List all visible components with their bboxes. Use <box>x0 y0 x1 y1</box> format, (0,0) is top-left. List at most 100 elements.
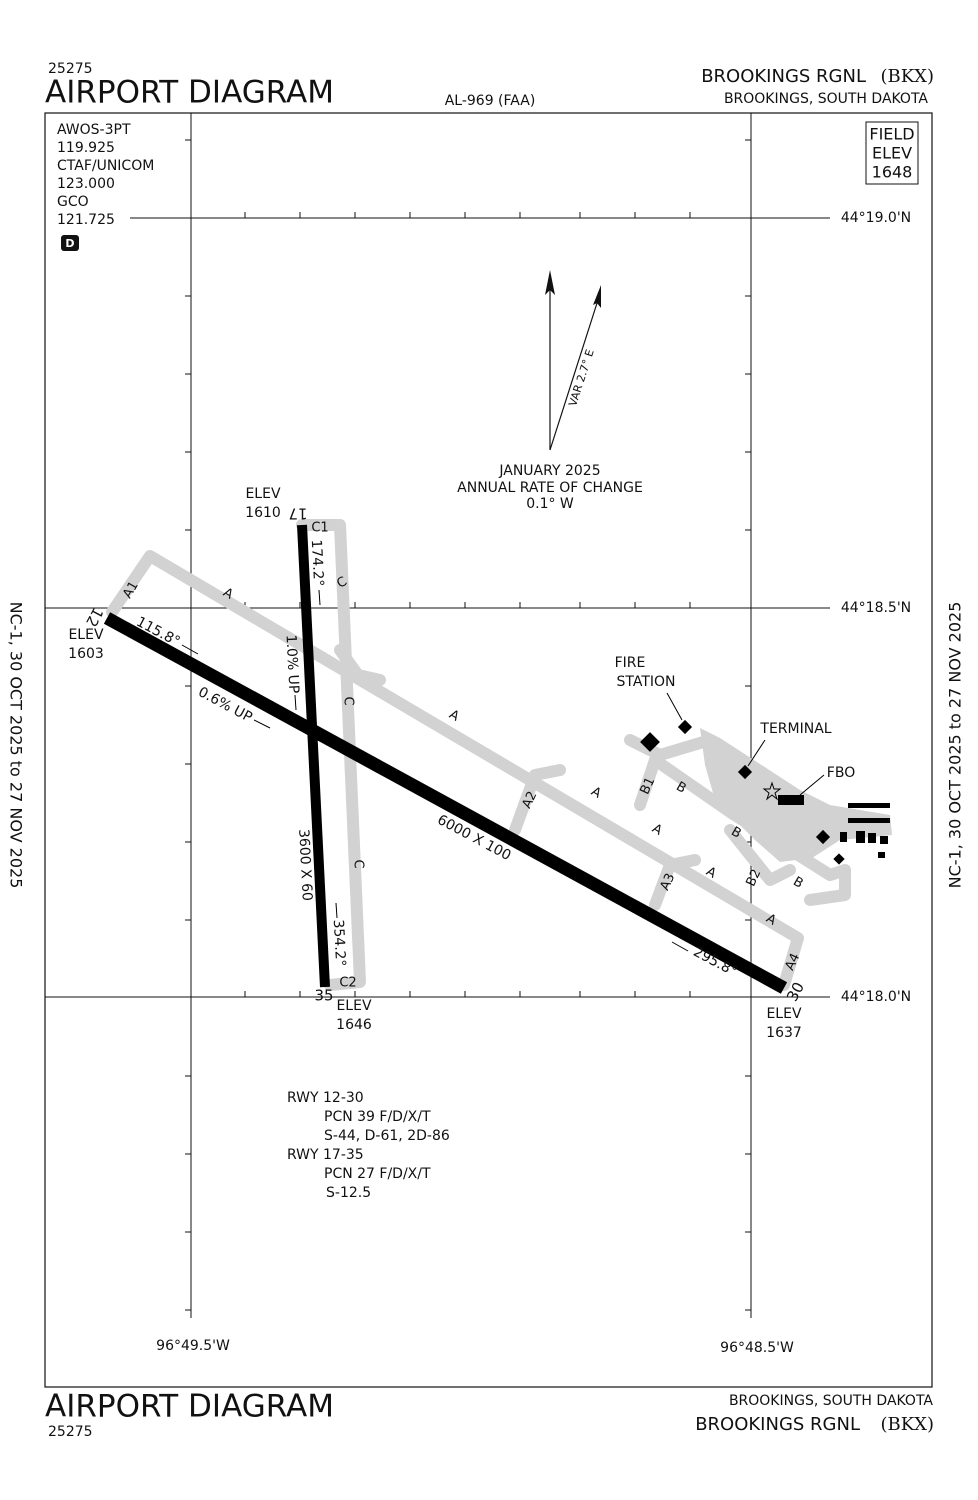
taxiway-label: B2 <box>744 867 765 889</box>
hangar <box>848 803 890 808</box>
latitude-label: 44°18.0'N <box>841 989 911 1005</box>
hangar <box>880 836 888 844</box>
building <box>833 853 845 865</box>
building <box>640 732 660 752</box>
comm-line: 119.925 <box>57 140 115 156</box>
magnetic-date: JANUARY 2025 <box>498 463 600 479</box>
airport-ident: (BKX) <box>880 66 934 87</box>
leader-line <box>666 692 683 721</box>
location: BROOKINGS, SOUTH DAKOTA <box>729 1393 933 1409</box>
runway-17-35 <box>297 524 330 988</box>
title: AIRPORT DIAGRAM <box>45 1389 334 1425</box>
taxiway-label: A <box>446 707 461 724</box>
hangar <box>868 833 876 843</box>
heading-arrow <box>671 941 689 952</box>
effective-dates: NC-1, 30 OCT 2025 to 27 NOV 2025 <box>946 602 965 889</box>
elev-label: ELEV <box>766 1006 801 1022</box>
runway-data: S-12.5 <box>326 1185 371 1201</box>
runway-number: 17 <box>288 505 307 523</box>
runway-size: 3600 X 60 <box>295 829 315 902</box>
leader-line <box>747 739 766 767</box>
airport-name: BROOKINGS RGNL <box>695 1414 860 1435</box>
chart-number: 25275 <box>48 61 93 77</box>
taxiway-label: A1 <box>120 579 142 601</box>
building-label: TERMINAL <box>759 721 831 737</box>
taxiway-label: B <box>790 874 805 891</box>
taxiway-label: C <box>351 859 366 868</box>
gradient-arrow <box>294 694 297 711</box>
airport-ident: (BKX) <box>880 1414 934 1435</box>
fbo-star <box>762 781 782 801</box>
runway-number: 35 <box>314 987 333 1005</box>
runway-data: RWY 17-35 <box>287 1147 364 1163</box>
gradient-arrow <box>253 719 271 729</box>
taxiway-label: C <box>341 696 356 705</box>
taxiway-label: A3 <box>658 871 679 893</box>
runway-data: PCN 39 F/D/X/T <box>324 1109 431 1125</box>
heading-arrow <box>335 902 338 919</box>
runway-12-30 <box>103 612 788 994</box>
title: AIRPORT DIAGRAM <box>45 75 334 111</box>
variation: VAR 2.7° E <box>566 348 597 408</box>
heading-arrow <box>181 644 199 655</box>
building-label: FIRE <box>615 655 646 671</box>
magnetic-north-arrow <box>549 299 599 451</box>
buildings <box>640 719 890 865</box>
taxiway-ramp <box>624 734 716 761</box>
runway-data: S-44, D-61, 2D-86 <box>324 1128 450 1144</box>
magnetic-rate-label: ANNUAL RATE OF CHANGE <box>457 480 643 496</box>
runway-data: RWY 12-30 <box>287 1090 364 1106</box>
elev-label: ELEV <box>336 998 371 1014</box>
taxiways <box>106 519 851 991</box>
fire-station <box>677 719 693 735</box>
terminal <box>737 764 753 780</box>
comm-line: CTAF/UNICOM <box>57 158 154 174</box>
building-label: FBO <box>827 765 855 781</box>
taxiway-label: A4 <box>783 951 804 973</box>
heading-arrow <box>318 589 321 606</box>
fbo-building <box>778 795 804 805</box>
frame <box>44 112 933 1388</box>
comm-line: GCO <box>57 194 89 210</box>
elev-value: 1646 <box>336 1017 372 1033</box>
building <box>815 829 831 845</box>
elev-value: 1603 <box>68 646 104 662</box>
runway-data: PCN 27 F/D/X/T <box>324 1166 431 1182</box>
tick-marks <box>185 139 751 1311</box>
procedure: AL-969 (FAA) <box>445 93 536 109</box>
hangar <box>840 832 847 842</box>
elev-label: ELEV <box>245 486 280 502</box>
elev-label: ELEV <box>68 627 103 643</box>
field-elev-box <box>865 121 919 185</box>
field-elev-value: 1648 <box>872 163 913 182</box>
leader-line <box>799 774 825 796</box>
elev-value: 1610 <box>245 505 281 521</box>
airport-name: BROOKINGS RGNL <box>701 66 866 87</box>
taxiway-a <box>106 550 804 991</box>
airspace-class: D <box>65 237 74 250</box>
taxiway-a2 <box>509 764 566 836</box>
taxiway-label: A <box>649 821 664 838</box>
taxiway-connector <box>334 644 386 686</box>
chart-number: 25275 <box>48 1424 93 1440</box>
taxiway-label: A <box>588 784 603 801</box>
taxiway-label: C2 <box>339 976 356 991</box>
arrow-head <box>593 285 601 308</box>
field-elev-label: FIELD <box>869 125 914 144</box>
effective-dates: NC-1, 30 OCT 2025 to 27 NOV 2025 <box>7 602 26 889</box>
latitude-label: 44°19.0'N <box>841 210 911 226</box>
taxiway-a3 <box>649 854 701 911</box>
comms: AWOS-3PT 119.925 CTAF/UNICOM 123.000 GCO… <box>57 122 154 251</box>
building-label: STATION <box>616 674 675 690</box>
longitude-label: 96°49.5'W <box>156 1338 230 1354</box>
field-elev-label: ELEV <box>872 144 912 163</box>
comm-line: 123.000 <box>57 176 115 192</box>
comm-line: 121.725 <box>57 212 115 228</box>
taxiway-label: B1 <box>638 775 659 797</box>
magnetic-rate: 0.1° W <box>526 496 574 512</box>
arrow-head <box>545 270 555 295</box>
location: BROOKINGS, SOUTH DAKOTA <box>724 91 928 107</box>
hangar <box>878 852 885 858</box>
airspace-box <box>61 235 79 251</box>
